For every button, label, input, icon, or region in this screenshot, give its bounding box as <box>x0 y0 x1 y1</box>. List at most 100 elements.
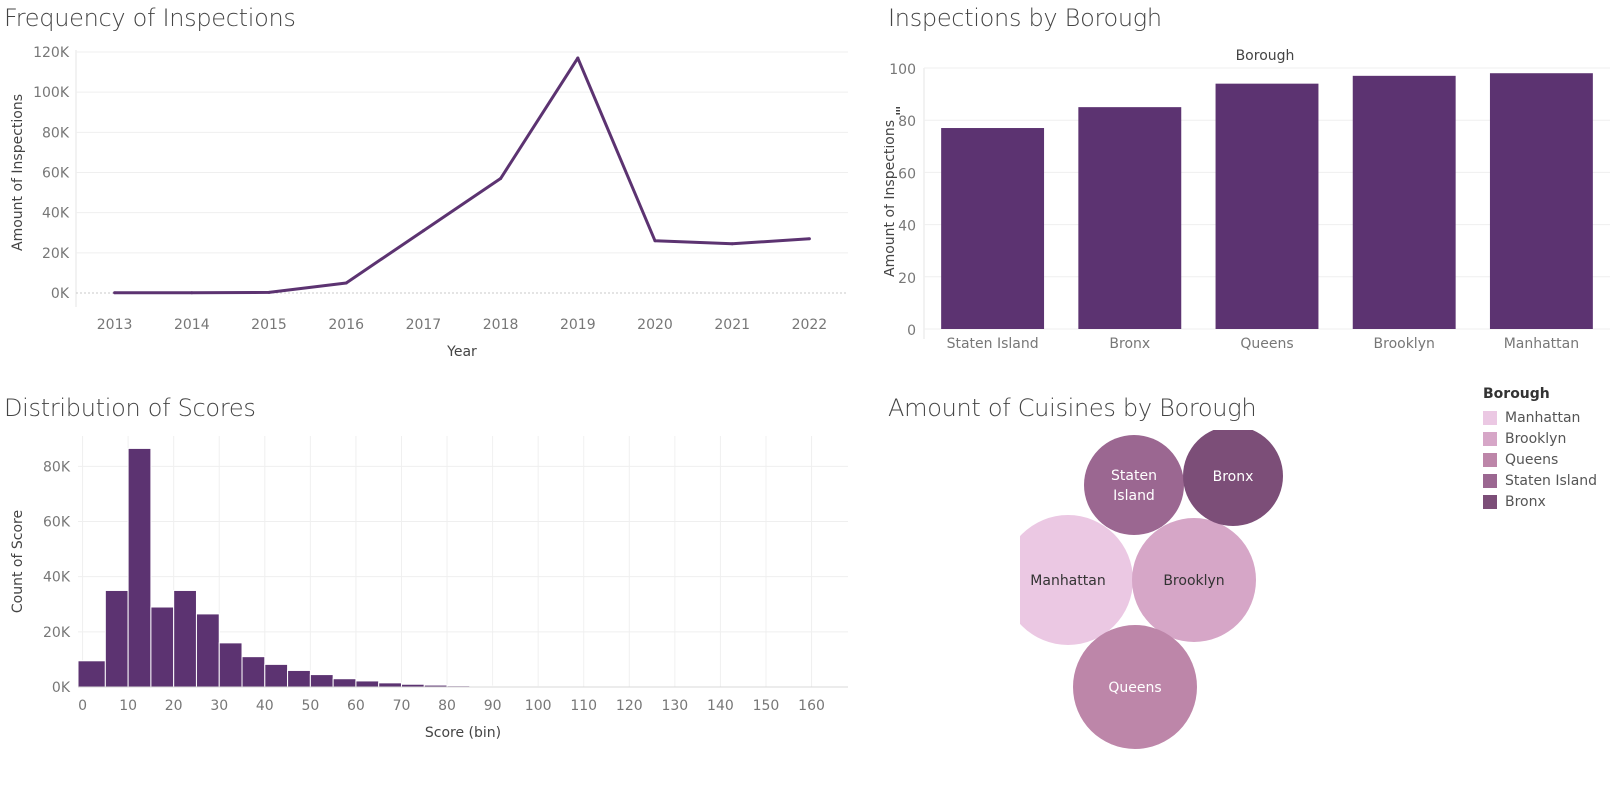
legend-swatch <box>1483 410 1497 425</box>
y-tick-label: 80K <box>42 125 70 141</box>
x-tick-label: 50 <box>301 698 319 714</box>
x-tick-label: 2016 <box>328 317 364 333</box>
cuisines-chart-title: Amount of Cuisines by Borough <box>888 394 1257 422</box>
x-tick-label: 100 <box>525 698 552 714</box>
data-point <box>113 291 117 295</box>
y-tick-label: 60K <box>42 166 70 182</box>
scores-chart-title: Distribution of Scores <box>4 394 256 422</box>
legend-item[interactable]: Manhattan <box>1483 407 1597 428</box>
legend-label: Queens <box>1505 451 1559 468</box>
histogram-bar <box>355 680 380 688</box>
x-tick-label: 120 <box>616 698 643 714</box>
x-tick-label: 0 <box>78 698 87 714</box>
histogram-bar <box>150 606 175 688</box>
x-tick-label: 2014 <box>174 317 210 333</box>
x-tick-label: 60 <box>347 698 365 714</box>
histogram-bar <box>241 656 266 688</box>
legend-item[interactable]: Brooklyn <box>1483 428 1597 449</box>
y-tick-label: 20K <box>43 625 71 641</box>
y-axis-title: Amount of Inspections <box>10 94 26 251</box>
y-tick-label: 0K <box>51 286 70 302</box>
x-tick-label: 2020 <box>637 317 673 333</box>
legend-label: Manhattan <box>1505 409 1581 426</box>
bar-queens <box>1215 83 1319 329</box>
histogram-bar <box>378 682 402 688</box>
histogram-bar <box>127 447 152 688</box>
y-axis-title: Amount of Inspections <box>884 120 898 277</box>
histogram-bar <box>218 642 243 688</box>
y-tick-label: 40 <box>898 219 916 235</box>
x-tick-label: 150 <box>753 698 780 714</box>
bubble-manhattan <box>1020 515 1133 645</box>
x-tick-label: 70 <box>393 698 411 714</box>
borough-column-header: Borough <box>1236 48 1295 64</box>
x-axis-title: Score (bin) <box>425 725 501 741</box>
bubble-label: Staten Island <box>1111 468 1157 504</box>
data-point <box>576 56 580 60</box>
x-tick-label: Staten Island <box>947 336 1039 352</box>
data-point <box>344 281 348 285</box>
y-tick-label: 0K <box>52 680 71 696</box>
x-tick-label: 160 <box>798 698 825 714</box>
legend-item[interactable]: Queens <box>1483 449 1597 470</box>
legend-label: Brooklyn <box>1505 430 1567 447</box>
x-tick-label: 2019 <box>560 317 596 333</box>
y-axis-title: Count of Score <box>10 510 26 613</box>
y-tick-label: 120K <box>33 45 70 61</box>
legend-label: Staten Island <box>1505 472 1598 489</box>
bar-staten-island <box>941 128 1045 329</box>
y-tick-label: 20K <box>42 246 70 262</box>
y-tick-label: 20 <box>898 271 916 287</box>
y-tick-label: 80 <box>898 114 916 130</box>
x-axis-title: Year <box>446 344 477 360</box>
y-tick-label: 0 <box>907 323 916 339</box>
sort-icon <box>896 107 900 109</box>
x-tick-label: Queens <box>1240 336 1293 352</box>
histogram-bar <box>287 669 311 688</box>
histogram-bar <box>77 660 106 688</box>
histogram-bar <box>104 589 129 688</box>
y-tick-label: 40K <box>42 206 70 222</box>
bubble-bronx <box>1183 430 1283 526</box>
y-tick-label: 80K <box>43 459 71 475</box>
x-tick-label: Bronx <box>1109 336 1150 352</box>
x-tick-label: 90 <box>484 698 502 714</box>
legend-swatch <box>1483 431 1497 446</box>
sort-icon <box>896 110 900 112</box>
bubble-label: Bronx <box>1213 469 1254 485</box>
bubble-label: Queens <box>1108 680 1161 696</box>
frequency-line-chart: 0K 20K 40K 60K 80K 100K 120K 2013 2014 2015 2016 20… <box>10 45 848 360</box>
bar-bronx <box>1078 107 1182 330</box>
histogram-bar <box>309 674 334 688</box>
legend-title: Borough <box>1483 386 1550 402</box>
x-tick-label: 2022 <box>792 317 828 333</box>
legend-swatch <box>1483 494 1497 509</box>
legend-swatch <box>1483 452 1497 467</box>
data-point <box>421 229 425 233</box>
x-tick-label: 110 <box>570 698 597 714</box>
y-tick-label: 100K <box>33 85 70 101</box>
x-tick-label: Manhattan <box>1504 336 1579 352</box>
frequency-chart-title: Frequency of Inspections <box>4 4 296 32</box>
bar-brooklyn <box>1352 75 1456 329</box>
x-tick-label: 10 <box>119 698 137 714</box>
cuisines-bubble-chart: Manhattan Brooklyn Queens Staten Island Bronx <box>1020 430 1283 749</box>
score-histogram: 0 10 20 30 40 50 60 70 80 90 100 110 120 130 140 150 160… <box>10 436 848 741</box>
x-tick-label: 40 <box>256 698 274 714</box>
data-point <box>807 237 811 241</box>
histogram-bar <box>332 678 357 688</box>
legend-item[interactable]: Bronx <box>1483 491 1597 512</box>
legend-item[interactable]: Staten Island <box>1483 470 1597 491</box>
data-point <box>267 290 271 294</box>
histogram-bar <box>264 663 289 688</box>
x-tick-label: 2013 <box>97 317 133 333</box>
bar-manhattan <box>1489 73 1593 329</box>
data-point <box>190 291 194 295</box>
legend-label: Bronx <box>1505 493 1546 510</box>
sort-icon <box>896 113 900 115</box>
x-tick-label: 30 <box>210 698 228 714</box>
borough-legend: Borough Manhattan Brooklyn Queens Staten… <box>1483 386 1597 512</box>
bubble-label: Manhattan <box>1030 573 1105 589</box>
x-tick-label: 2018 <box>483 317 519 333</box>
bubble-label: Brooklyn <box>1163 573 1224 589</box>
